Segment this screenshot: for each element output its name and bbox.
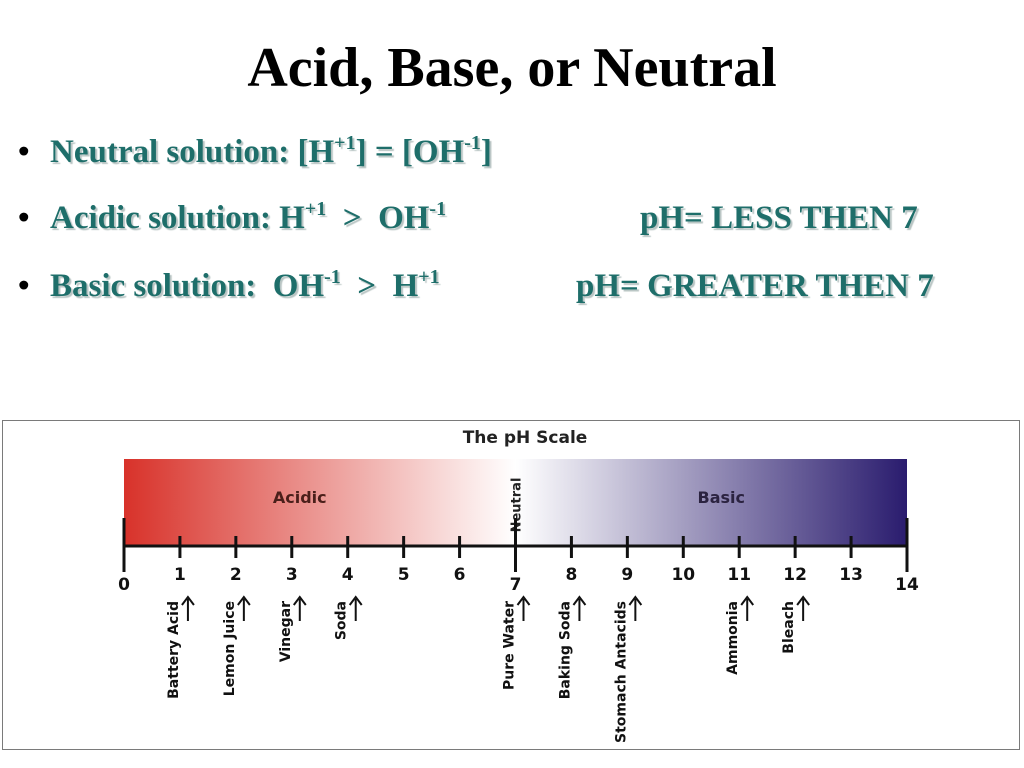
- bullet-neutral: • Neutral solution: [H+1] = [OH-1]: [18, 132, 1018, 178]
- axis-tick-label-9: 9: [621, 565, 633, 585]
- axis-tick-label-7: 7: [510, 575, 522, 595]
- substance-label: Battery Acid: [166, 601, 182, 699]
- substance-label: Vinegar: [278, 601, 294, 662]
- arrow-head: [292, 595, 307, 606]
- substance-label: Bleach: [781, 601, 797, 654]
- substance-stomach-antacids: Stomach Antacids: [613, 595, 643, 743]
- substance-pure-water: Pure Water: [502, 595, 531, 690]
- axis-tick-label-13: 13: [839, 565, 863, 585]
- arrow-head: [516, 595, 531, 606]
- axis-tick-label-12: 12: [783, 565, 807, 585]
- substance-soda: Soda: [334, 595, 363, 640]
- acidic-region-label: Acidic: [273, 488, 327, 507]
- arrow-head: [181, 595, 195, 606]
- arrow-head: [572, 595, 587, 606]
- neutral-region-label: Neutral: [510, 478, 525, 533]
- axis-tick-label-8: 8: [566, 565, 578, 585]
- substance-label: Soda: [334, 601, 350, 640]
- basic-region-label: Basic: [698, 488, 745, 507]
- axis-tick-label-1: 1: [174, 565, 186, 585]
- arrow-head: [348, 595, 363, 606]
- substance-vinegar: Vinegar: [278, 595, 307, 662]
- axis-tick-label-14: 14: [895, 575, 919, 595]
- axis-tick-label-10: 10: [671, 565, 695, 585]
- arrow-head: [740, 595, 755, 606]
- bullet-dot: •: [18, 200, 30, 236]
- arrow-head: [237, 595, 251, 606]
- ph-axis: 0 1 2 3 4 5 6 7 8 9 10 11 12 13 14: [118, 518, 919, 595]
- arrow-head: [796, 595, 810, 606]
- bullet-dot: •: [18, 134, 30, 170]
- substance-ammonia: Ammonia: [725, 595, 755, 675]
- bullet-basic: • Basic solution: OH-1 > H+1 pH= GREATER…: [18, 266, 1018, 312]
- acidic-ph-note: pH= LESS THEN 7: [640, 200, 918, 236]
- axis-tick-label-6: 6: [454, 565, 466, 585]
- substance-label: Stomach Antacids: [613, 601, 629, 743]
- substance-label: Ammonia: [725, 601, 741, 675]
- substance-baking-soda: Baking Soda: [557, 595, 587, 699]
- bullet-dot: •: [18, 268, 30, 304]
- basic-ph-note: pH= GREATER THEN 7: [576, 268, 934, 304]
- axis-tick-label-4: 4: [342, 565, 354, 585]
- page-title: Acid, Base, or Neutral: [247, 37, 777, 99]
- arrow-head: [628, 595, 643, 606]
- acidic-definition: Acidic solution: H+1 > OH-1: [50, 198, 447, 236]
- substance-markers: Battery Acid Lemon Juice Vinegar Soda Pure W…: [166, 595, 810, 743]
- axis-tick-label-2: 2: [230, 565, 242, 585]
- neutral-definition: Neutral solution: [H+1] = [OH-1]: [50, 132, 492, 170]
- substance-battery-acid: Battery Acid: [166, 595, 195, 699]
- axis-tick-label-3: 3: [286, 565, 298, 585]
- axis-tick-label-0: 0: [118, 575, 130, 595]
- substance-lemon-juice: Lemon Juice: [222, 595, 251, 696]
- basic-definition: Basic solution: OH-1 > H+1: [50, 266, 440, 304]
- substance-label: Baking Soda: [557, 601, 573, 699]
- ph-scale-title: The pH Scale: [463, 428, 588, 448]
- substance-bleach: Bleach: [781, 595, 810, 654]
- substance-label: Pure Water: [502, 601, 518, 690]
- acidic-gradient-bar: [124, 459, 516, 546]
- axis-tick-label-11: 11: [727, 565, 751, 585]
- axis-tick-label-5: 5: [398, 565, 410, 585]
- basic-gradient-bar: [515, 459, 907, 546]
- substance-label: Lemon Juice: [222, 601, 238, 696]
- bullet-acidic: • Acidic solution: H+1 > OH-1 pH= LESS T…: [18, 198, 1018, 244]
